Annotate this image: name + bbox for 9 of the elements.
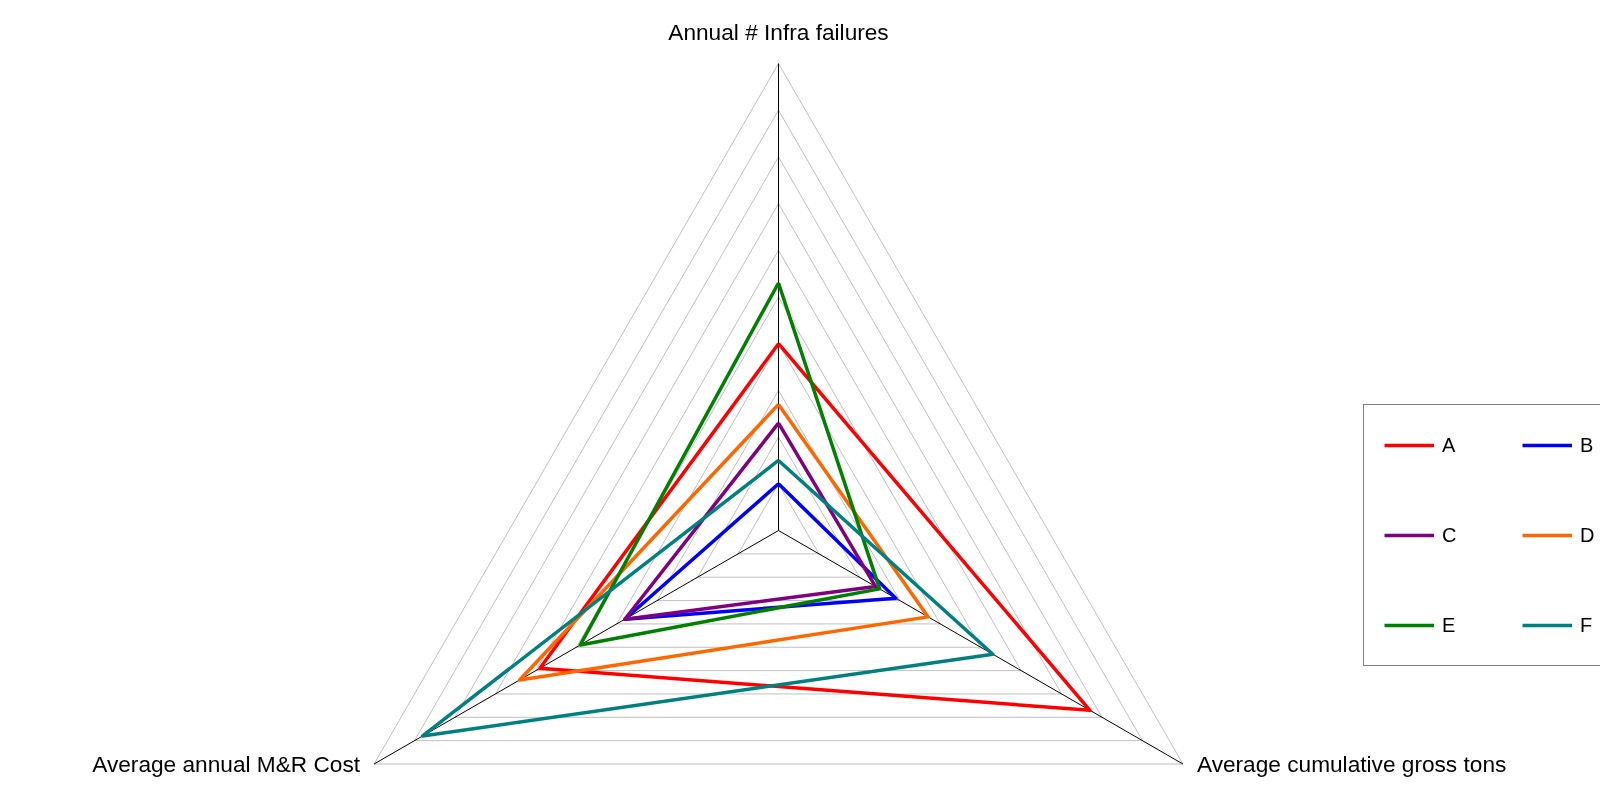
legend-label: E [1442, 613, 1457, 637]
legend-label: F [1580, 613, 1594, 637]
legend-label: B [1580, 433, 1595, 457]
spoke-label: Average annual M&R Cost [92, 751, 361, 777]
legend-label: D [1580, 523, 1596, 547]
spoke-label: Annual # Infra failures [668, 18, 889, 45]
spoke-label: Average cumulative gross tons [1196, 751, 1507, 777]
legend-label: A [1442, 433, 1457, 457]
legend-label: C [1442, 523, 1458, 547]
